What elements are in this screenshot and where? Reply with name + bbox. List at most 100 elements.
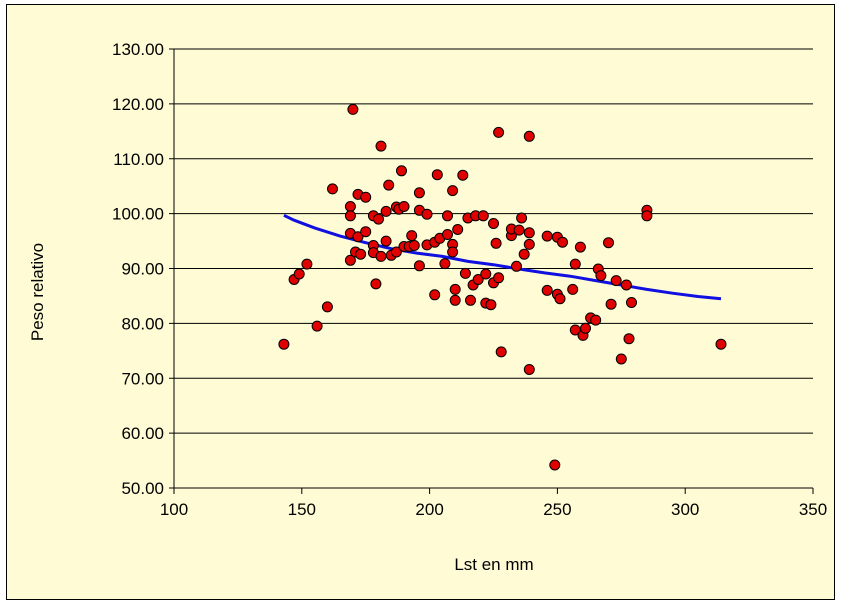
data-point — [626, 297, 637, 308]
data-point — [541, 230, 553, 242]
x-tick-label: 150 — [288, 500, 316, 519]
data-point — [493, 126, 505, 138]
data-point — [360, 226, 372, 238]
data-point — [327, 183, 338, 195]
data-point — [605, 298, 617, 310]
data-point — [549, 459, 561, 471]
trend-line — [283, 213, 722, 301]
data-point — [511, 260, 522, 272]
data-point — [383, 179, 395, 191]
y-axis-title: Peso relativo — [28, 243, 47, 341]
data-point — [278, 338, 290, 350]
data-point — [380, 205, 392, 217]
data-point — [495, 346, 507, 358]
scatter-chart: 50.00 60.00 70.00 80.00 90.00 100.00 110.00 120… — [28, 40, 827, 574]
data-point — [620, 279, 632, 291]
gridlines — [174, 48, 813, 434]
data-point — [375, 250, 387, 262]
data-point — [449, 283, 461, 295]
data-point — [457, 169, 469, 181]
data-point — [488, 218, 499, 229]
data-point — [355, 248, 367, 260]
y-tick-label: 70.00 — [121, 369, 164, 388]
data-point — [447, 246, 459, 258]
data-point — [447, 185, 459, 197]
data-point — [311, 320, 323, 332]
data-point — [293, 268, 305, 280]
data-point — [595, 270, 607, 282]
data-point — [557, 236, 568, 248]
data-point — [396, 165, 407, 177]
y-tick-label: 60.00 — [121, 424, 164, 443]
data-points — [278, 103, 727, 471]
data-point — [373, 213, 384, 225]
data-point — [347, 103, 359, 115]
data-point — [413, 260, 425, 272]
axes: 50.00 60.00 70.00 80.00 90.00 100.00 110.00 120… — [112, 40, 827, 519]
data-point — [523, 238, 535, 250]
data-point — [554, 293, 566, 305]
data-point — [641, 210, 653, 222]
data-point — [610, 275, 622, 287]
data-point — [518, 248, 530, 260]
data-point — [459, 267, 471, 279]
y-tick-label: 100.00 — [112, 205, 164, 224]
data-point — [472, 274, 484, 285]
data-point — [465, 294, 476, 306]
data-point — [513, 224, 525, 236]
data-point — [370, 278, 382, 290]
y-tick-label: 120.00 — [112, 95, 164, 114]
data-point — [493, 272, 505, 284]
x-tick-label: 100 — [160, 500, 188, 519]
data-point — [580, 322, 591, 334]
data-point — [477, 210, 489, 222]
y-tick-label: 80.00 — [121, 314, 164, 333]
x-tick-label: 350 — [799, 500, 827, 519]
data-point — [603, 237, 614, 249]
data-point — [485, 299, 497, 311]
y-tick-label: 90.00 — [121, 260, 164, 279]
data-point — [375, 140, 387, 152]
data-point — [523, 364, 535, 375]
data-point — [344, 201, 356, 212]
chart-area: 50.00 60.00 70.00 80.00 90.00 100.00 110.00 120… — [6, 4, 835, 600]
data-point — [352, 231, 364, 243]
data-point — [429, 289, 441, 301]
data-point — [344, 210, 356, 222]
data-point — [574, 241, 586, 253]
data-point — [380, 235, 392, 247]
data-point — [623, 333, 635, 345]
y-tick-label: 50.00 — [121, 479, 164, 498]
data-point — [590, 314, 602, 326]
data-point — [301, 258, 313, 270]
data-point — [439, 258, 451, 270]
x-tick-label: 300 — [671, 500, 699, 519]
data-point — [321, 301, 333, 313]
trend-line-layer — [283, 213, 722, 301]
data-point — [567, 283, 579, 295]
data-point — [421, 208, 433, 220]
data-point — [523, 227, 535, 239]
data-point — [541, 284, 553, 296]
data-point — [449, 294, 461, 306]
x-tick-label: 250 — [543, 500, 571, 519]
data-point — [452, 224, 464, 235]
data-point — [569, 258, 581, 270]
data-point — [413, 187, 425, 199]
data-point — [715, 338, 727, 350]
x-axis-title: Lst en mm — [454, 555, 533, 574]
data-point — [360, 191, 372, 203]
x-tick-label: 200 — [415, 500, 443, 519]
data-point — [480, 268, 492, 280]
data-point — [490, 237, 502, 249]
data-point — [398, 201, 410, 212]
data-point — [516, 212, 528, 224]
data-point — [523, 130, 535, 142]
y-tick-label: 110.00 — [113, 150, 164, 169]
data-point — [390, 246, 402, 258]
y-tick-label: 130.00 — [112, 40, 164, 59]
data-point — [615, 353, 627, 365]
data-point — [442, 229, 453, 240]
data-point — [344, 254, 356, 266]
data-point — [431, 169, 443, 181]
